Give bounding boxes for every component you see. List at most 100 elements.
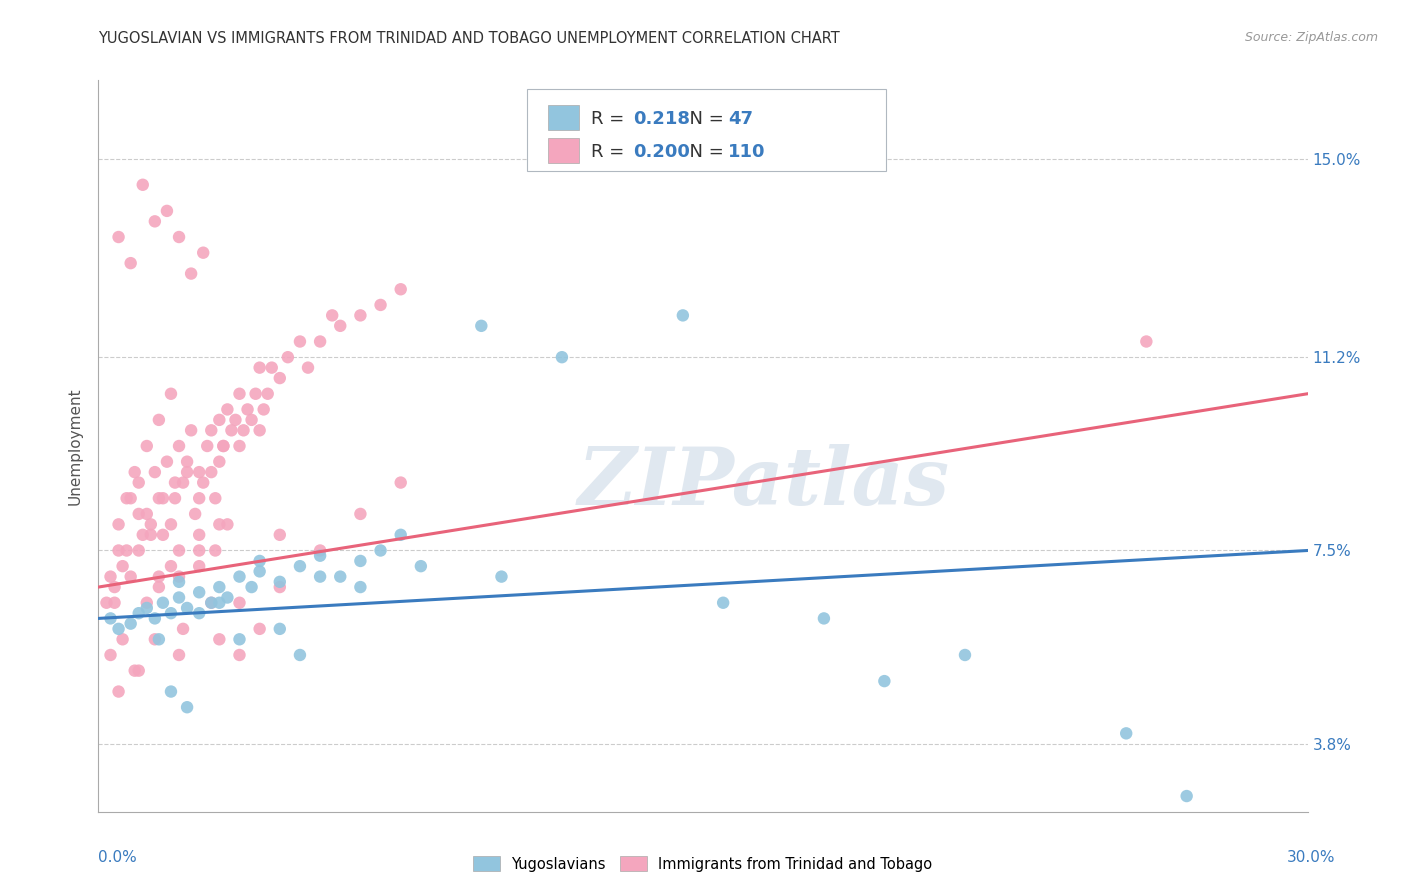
- Point: [204, 491, 226, 506]
- Text: 0.200: 0.200: [633, 143, 689, 161]
- Point: [128, 475, 150, 490]
- Point: [288, 559, 311, 574]
- Point: [128, 507, 150, 521]
- Point: [370, 543, 392, 558]
- Point: [167, 591, 190, 605]
- Text: 47: 47: [728, 110, 754, 128]
- Point: [160, 684, 183, 698]
- Point: [160, 606, 183, 620]
- Point: [200, 596, 222, 610]
- Point: [269, 580, 291, 594]
- Point: [160, 517, 183, 532]
- Point: [188, 465, 211, 479]
- Text: 0.0%: 0.0%: [98, 850, 138, 865]
- Point: [389, 528, 412, 542]
- Point: [228, 569, 250, 583]
- Point: [172, 622, 194, 636]
- Point: [124, 465, 146, 479]
- Point: [160, 386, 183, 401]
- Point: [221, 423, 243, 437]
- Point: [288, 334, 311, 349]
- Point: [111, 559, 134, 574]
- Point: [1135, 334, 1157, 349]
- Point: [297, 360, 319, 375]
- Point: [389, 282, 412, 296]
- Point: [180, 423, 202, 437]
- Point: [107, 622, 129, 636]
- Point: [551, 350, 574, 364]
- Point: [128, 543, 150, 558]
- Point: [217, 591, 239, 605]
- Point: [193, 245, 215, 260]
- Point: [873, 674, 896, 689]
- Point: [143, 611, 166, 625]
- Point: [953, 648, 976, 662]
- Point: [167, 648, 190, 662]
- Point: [167, 439, 190, 453]
- Point: [228, 632, 250, 647]
- Text: 110: 110: [728, 143, 766, 161]
- Point: [232, 423, 254, 437]
- Point: [200, 465, 222, 479]
- Point: [470, 318, 492, 333]
- Point: [135, 596, 157, 610]
- Point: [409, 559, 432, 574]
- Text: ZIPatlas: ZIPatlas: [578, 444, 949, 521]
- Point: [288, 648, 311, 662]
- Point: [321, 309, 343, 323]
- Point: [208, 413, 231, 427]
- Point: [111, 632, 134, 647]
- Point: [349, 580, 371, 594]
- Point: [329, 318, 352, 333]
- Point: [217, 402, 239, 417]
- Point: [132, 178, 155, 192]
- Point: [208, 580, 231, 594]
- Point: [135, 601, 157, 615]
- Point: [193, 475, 215, 490]
- Point: [249, 423, 271, 437]
- Point: [143, 214, 166, 228]
- Point: [349, 507, 371, 521]
- Point: [224, 413, 246, 427]
- Point: [240, 580, 263, 594]
- Point: [128, 606, 150, 620]
- Text: N =: N =: [678, 143, 730, 161]
- Point: [269, 622, 291, 636]
- Point: [135, 439, 157, 453]
- Point: [1175, 789, 1198, 803]
- Point: [107, 230, 129, 244]
- Point: [103, 596, 125, 610]
- Point: [249, 622, 271, 636]
- Point: [309, 543, 332, 558]
- Point: [163, 491, 186, 506]
- Point: [309, 569, 332, 583]
- Point: [269, 528, 291, 542]
- Point: [813, 611, 835, 625]
- Point: [204, 543, 226, 558]
- Point: [107, 517, 129, 532]
- Point: [240, 413, 263, 427]
- Point: [249, 554, 271, 568]
- Point: [370, 298, 392, 312]
- Point: [491, 569, 513, 583]
- Point: [200, 596, 222, 610]
- Point: [188, 528, 211, 542]
- Point: [152, 528, 174, 542]
- Point: [120, 491, 142, 506]
- Point: [349, 554, 371, 568]
- Point: [212, 439, 235, 453]
- Point: [1115, 726, 1137, 740]
- Point: [200, 423, 222, 437]
- Point: [195, 439, 218, 453]
- Point: [711, 596, 734, 610]
- Point: [188, 543, 211, 558]
- Text: R =: R =: [591, 143, 630, 161]
- Point: [208, 596, 231, 610]
- Point: [349, 309, 371, 323]
- Point: [180, 267, 202, 281]
- Point: [120, 256, 142, 270]
- Point: [167, 543, 190, 558]
- Point: [228, 386, 250, 401]
- Point: [107, 543, 129, 558]
- Point: [253, 402, 276, 417]
